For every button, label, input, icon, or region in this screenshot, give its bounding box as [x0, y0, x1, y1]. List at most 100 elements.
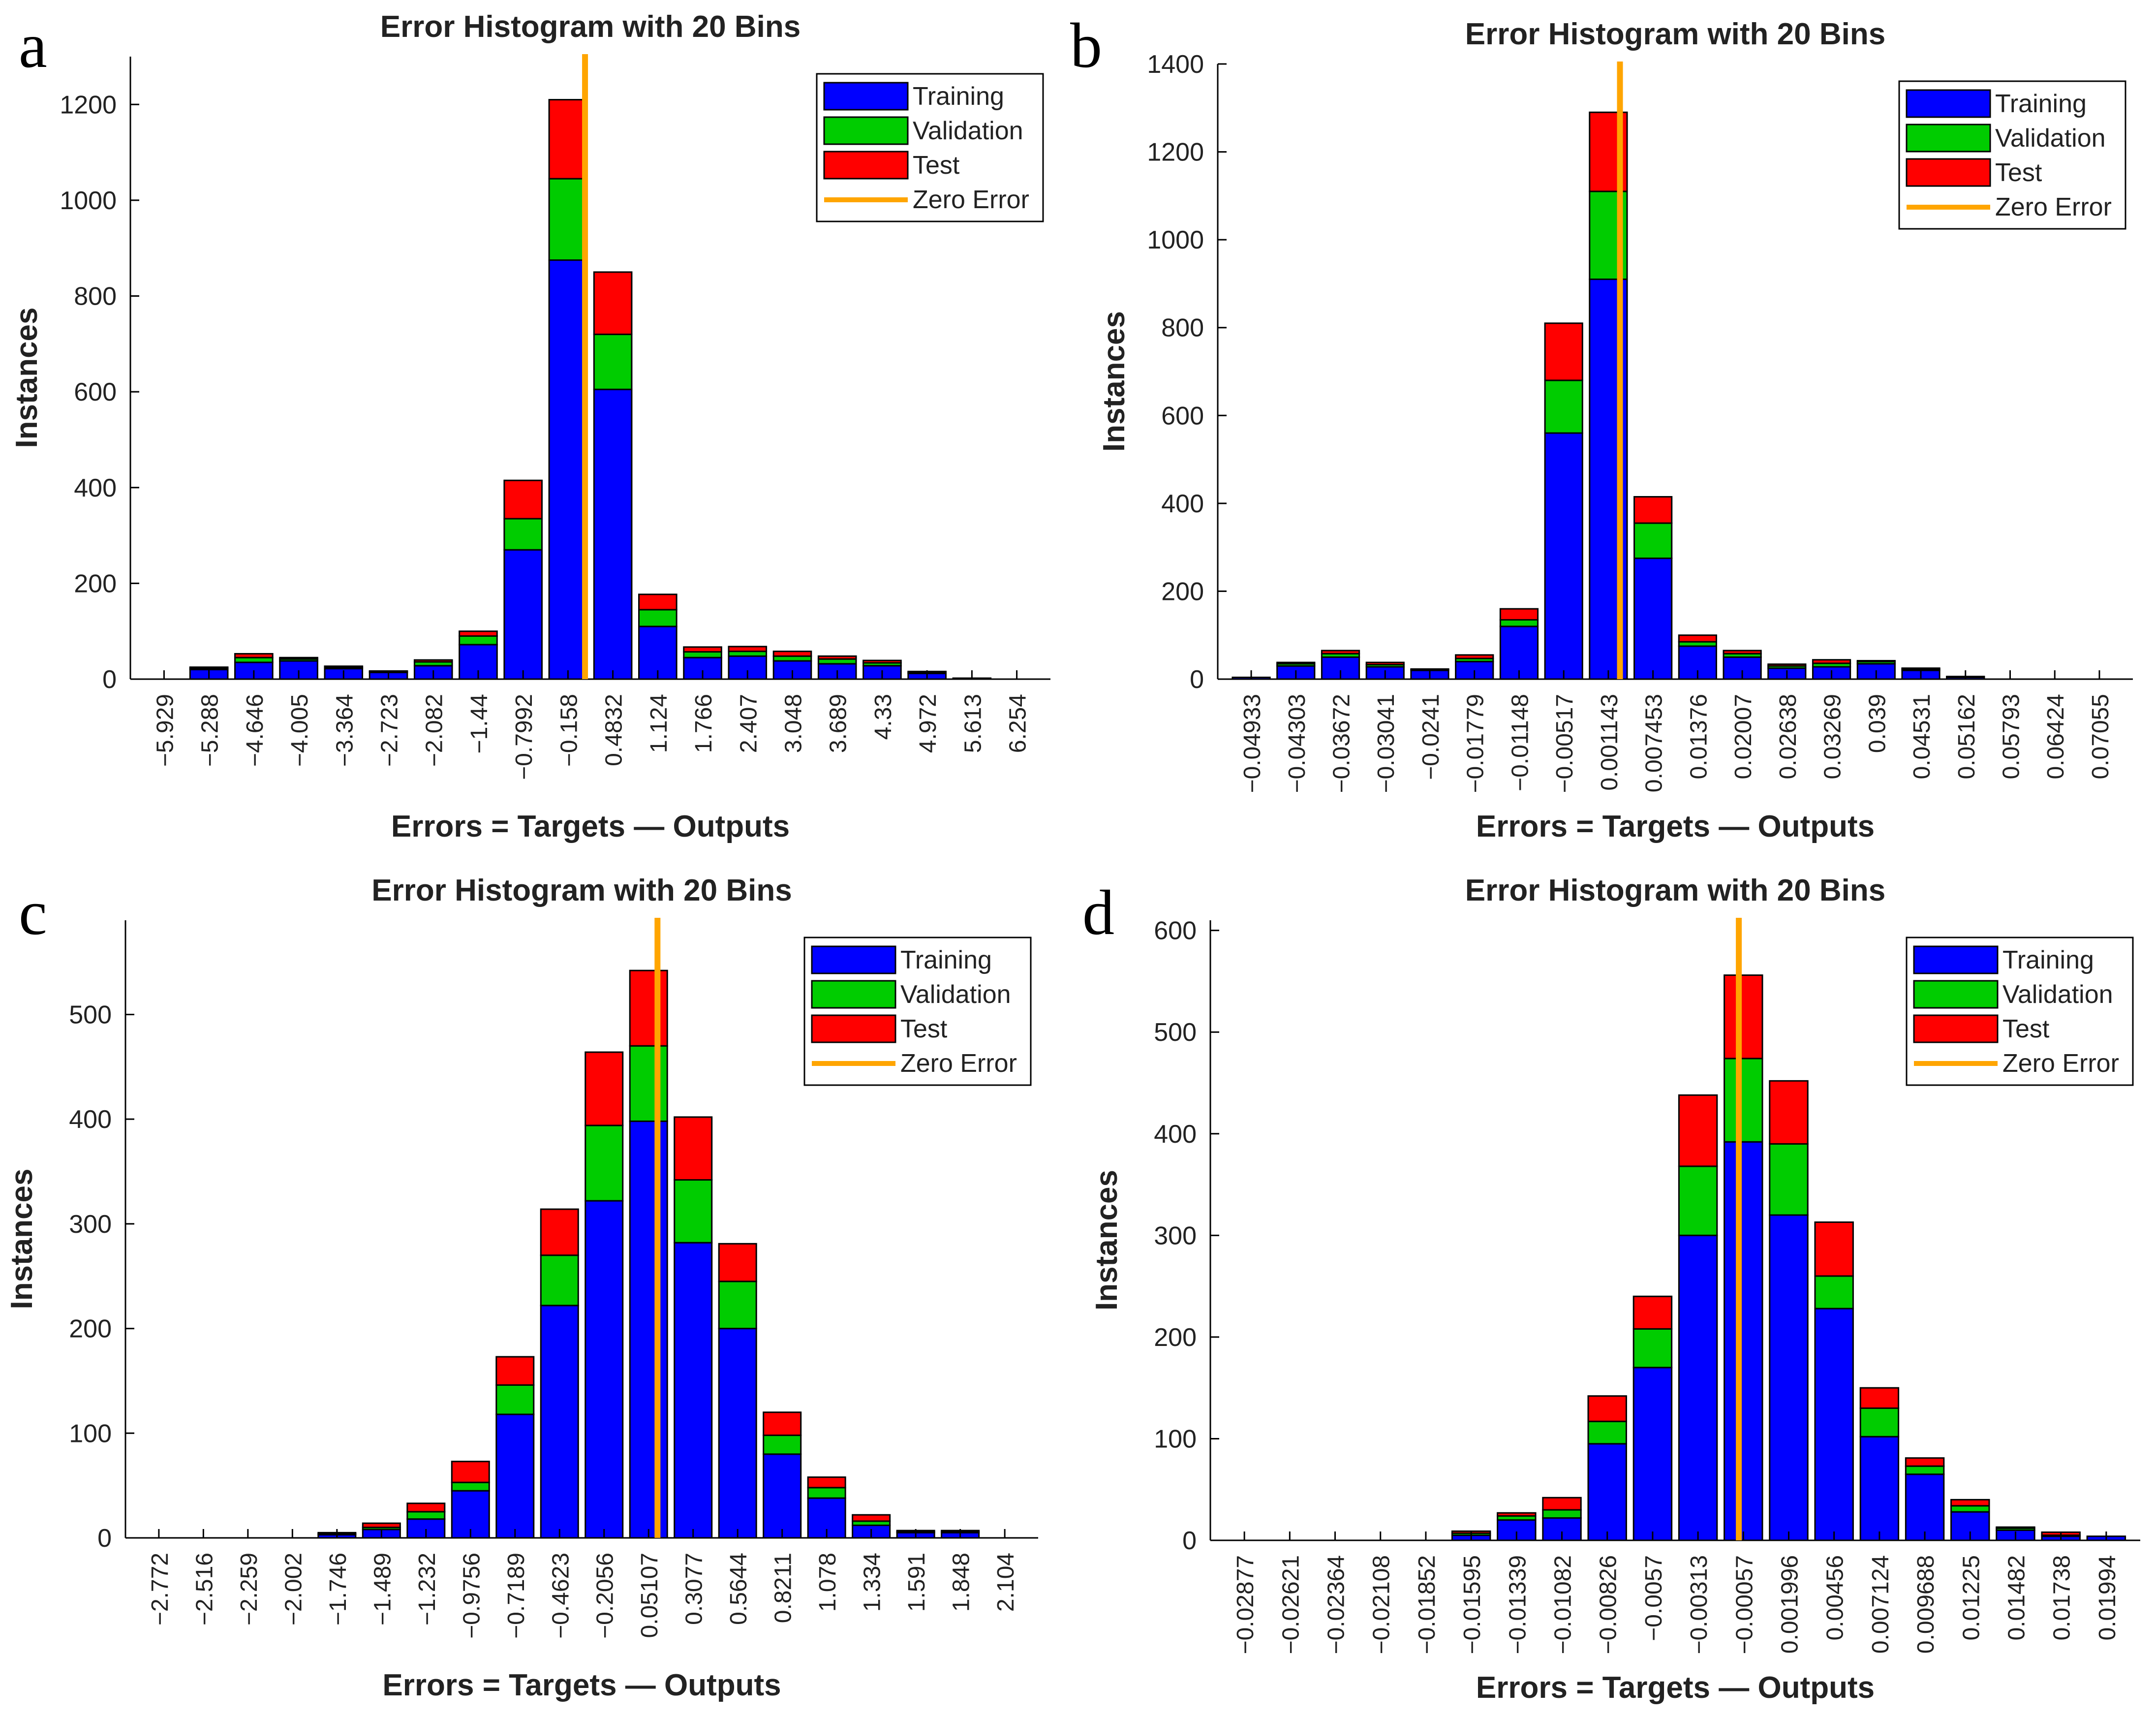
bar-training-8 — [1587, 1443, 1627, 1541]
legend-swatch-test — [1906, 158, 1991, 187]
x-tick-label-5: −0.01779 — [1463, 694, 1489, 793]
legend-swatch-validation — [811, 980, 896, 1009]
x-tick-label-4: −1.746 — [325, 1553, 351, 1625]
bar-training-15 — [1905, 1473, 1945, 1541]
bar-validation-12 — [674, 1179, 713, 1244]
x-tick-label-19: 6.254 — [1005, 694, 1031, 753]
x-tick-label-13: 0.00456 — [1822, 1555, 1848, 1641]
bar-test-9 — [1632, 1295, 1673, 1330]
bar-test-10 — [585, 1051, 624, 1126]
bar-test-16 — [1950, 1499, 1990, 1507]
legend: Training Validation Test Zero Error — [1898, 80, 2126, 230]
x-tick-label-12: 0.001996 — [1777, 1555, 1803, 1654]
x-tick-label-10: 0.4832 — [601, 694, 627, 766]
bar-test-12 — [1769, 1080, 1809, 1145]
x-tick-label-19: 0.01994 — [2094, 1555, 2121, 1641]
x-tick-label-18: 0.01738 — [2049, 1555, 2075, 1641]
legend-label-validation: Validation — [2002, 980, 2113, 1009]
x-tick-label-2: −4.646 — [242, 694, 268, 767]
x-axis-label: Errors = Targets — Outputs — [382, 1668, 781, 1702]
y-tick-label-1: 100 — [69, 1419, 112, 1448]
x-tick-label-1: −2.516 — [191, 1553, 217, 1625]
bar-test-17 — [1996, 1526, 2035, 1529]
x-tick-label-6: −1.232 — [414, 1553, 440, 1625]
y-tick-label-1: 200 — [74, 569, 117, 598]
bar-test-5 — [362, 1522, 401, 1529]
y-tick-label-5: 1000 — [60, 187, 117, 215]
bar-validation-7 — [451, 1481, 490, 1492]
x-tick-label-12: 1.766 — [691, 694, 717, 753]
bar-validation-10 — [593, 333, 633, 390]
histogram-chart-a: Error Histogram with 20 Bins 0 200 400 600 80… — [10, 10, 1050, 843]
bar-test-9 — [548, 99, 588, 180]
legend-swatch-validation — [1906, 124, 1991, 153]
bars-group — [189, 99, 992, 680]
bar-validation-15 — [1905, 1465, 1945, 1475]
x-tick-label-6: −0.01148 — [1507, 694, 1533, 791]
y-tick-label-1: 200 — [1161, 577, 1204, 606]
bar-test-7 — [451, 1461, 490, 1483]
bar-training-13 — [718, 1328, 757, 1539]
bar-validation-9 — [548, 178, 588, 261]
bar-test-5 — [1455, 654, 1494, 659]
x-tick-label-5: −2.723 — [377, 694, 403, 767]
bar-validation-14 — [1859, 1407, 1900, 1437]
chart-title: Error Histogram with 20 Bins — [1465, 874, 1885, 907]
y-tick-label-4: 800 — [1161, 314, 1204, 343]
bar-validation-8 — [495, 1384, 535, 1415]
chart-title: Error Histogram with 20 Bins — [1465, 17, 1885, 51]
legend-swatch-training — [811, 945, 896, 974]
bar-test-16 — [852, 1514, 891, 1522]
bar-test-15 — [817, 655, 857, 660]
bar-validation-7 — [459, 635, 498, 646]
x-tick-label-18: 1.848 — [949, 1553, 975, 1612]
legend-label-validation: Validation — [900, 980, 1011, 1009]
bar-test-6 — [413, 659, 453, 663]
x-tick-label-2: −0.03672 — [1329, 694, 1355, 793]
bar-training-12 — [674, 1242, 713, 1539]
x-tick-label-16: 0.01225 — [1958, 1555, 1984, 1641]
bar-validation-7 — [1542, 1509, 1582, 1519]
x-tick-label-8: −0.7189 — [503, 1553, 529, 1639]
bar-validation-13 — [1814, 1275, 1854, 1310]
legend-label-zero-error: Zero Error — [900, 1049, 1017, 1078]
x-tick-label-19: 0.07055 — [2088, 694, 2114, 780]
x-axis-label: Errors = Targets — Outputs — [391, 810, 790, 843]
chart-title: Error Histogram with 20 Bins — [371, 874, 792, 907]
bars-group — [1451, 974, 2126, 1541]
bar-training-9 — [540, 1305, 579, 1539]
bar-test-3 — [279, 656, 318, 660]
histogram-chart-c: Error Histogram with 20 Bins 0 100 200 300 40… — [5, 874, 1038, 1702]
x-tick-label-9: 0.007453 — [1641, 694, 1667, 792]
legend-swatch-training — [1913, 945, 1999, 974]
y-axis-label: Instances — [5, 1168, 39, 1309]
x-tick-label-16: 1.334 — [860, 1553, 886, 1612]
y-tick-label-5: 500 — [69, 1000, 112, 1029]
legend-swatch-test — [823, 151, 909, 180]
x-tick-label-3: −0.03041 — [1373, 694, 1399, 793]
y-tick-label-7: 1400 — [1147, 50, 1204, 79]
bar-test-13 — [1814, 1221, 1854, 1277]
x-tick-label-12: 0.3077 — [681, 1553, 708, 1625]
x-tick-label-7: −0.9756 — [459, 1553, 485, 1639]
bar-test-14 — [1856, 660, 1896, 662]
bar-test-4 — [324, 665, 364, 668]
bar-test-14 — [1859, 1387, 1900, 1409]
x-tick-label-12: 0.02638 — [1775, 694, 1801, 780]
x-tick-label-0: −5.929 — [152, 694, 178, 767]
x-tick-label-18: 5.613 — [960, 694, 986, 753]
bar-training-13 — [1814, 1308, 1854, 1541]
x-tick-label-3: −2.002 — [280, 1553, 307, 1625]
bar-validation-6 — [1499, 619, 1539, 627]
bar-training-8 — [503, 549, 543, 680]
y-tick-label-4: 800 — [74, 282, 117, 311]
x-tick-label-13: 0.03269 — [1820, 694, 1846, 780]
bar-test-13 — [728, 646, 768, 653]
y-tick-label-0: 0 — [1190, 665, 1204, 694]
x-tick-label-0: −2.772 — [147, 1553, 173, 1625]
x-tick-label-11: 0.02007 — [1730, 694, 1756, 780]
bar-training-11 — [629, 1120, 668, 1539]
x-tick-label-8: 0.001143 — [1597, 694, 1623, 791]
x-tick-label-1: −0.04303 — [1284, 694, 1310, 793]
y-tick-label-6: 1200 — [1147, 138, 1204, 167]
